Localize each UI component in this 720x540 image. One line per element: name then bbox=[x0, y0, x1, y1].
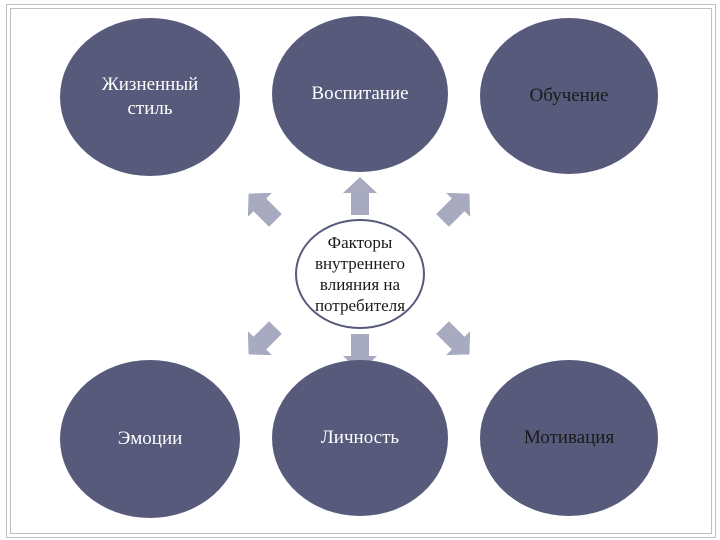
node-upbringing: Воспитание bbox=[272, 16, 448, 172]
node-motivation-label: Мотивация bbox=[518, 426, 620, 450]
node-personality: Личность bbox=[272, 360, 448, 516]
node-personality-label: Личность bbox=[315, 426, 405, 450]
node-motivation: Мотивация bbox=[480, 360, 658, 516]
arrow-upbringing bbox=[339, 175, 381, 217]
node-lifestyle-label: Жизненныйстиль bbox=[96, 73, 205, 121]
center-node-label: Факторывнутреннеговлияния напотребителя bbox=[309, 232, 411, 317]
center-node: Факторывнутреннеговлияния напотребителя bbox=[295, 219, 425, 329]
node-lifestyle: Жизненныйстиль bbox=[60, 18, 240, 176]
node-emotions-label: Эмоции bbox=[112, 427, 189, 451]
node-learning-label: Обучение bbox=[524, 84, 615, 108]
node-emotions: Эмоции bbox=[60, 360, 240, 518]
node-upbringing-label: Воспитание bbox=[305, 82, 414, 106]
node-learning: Обучение bbox=[480, 18, 658, 174]
